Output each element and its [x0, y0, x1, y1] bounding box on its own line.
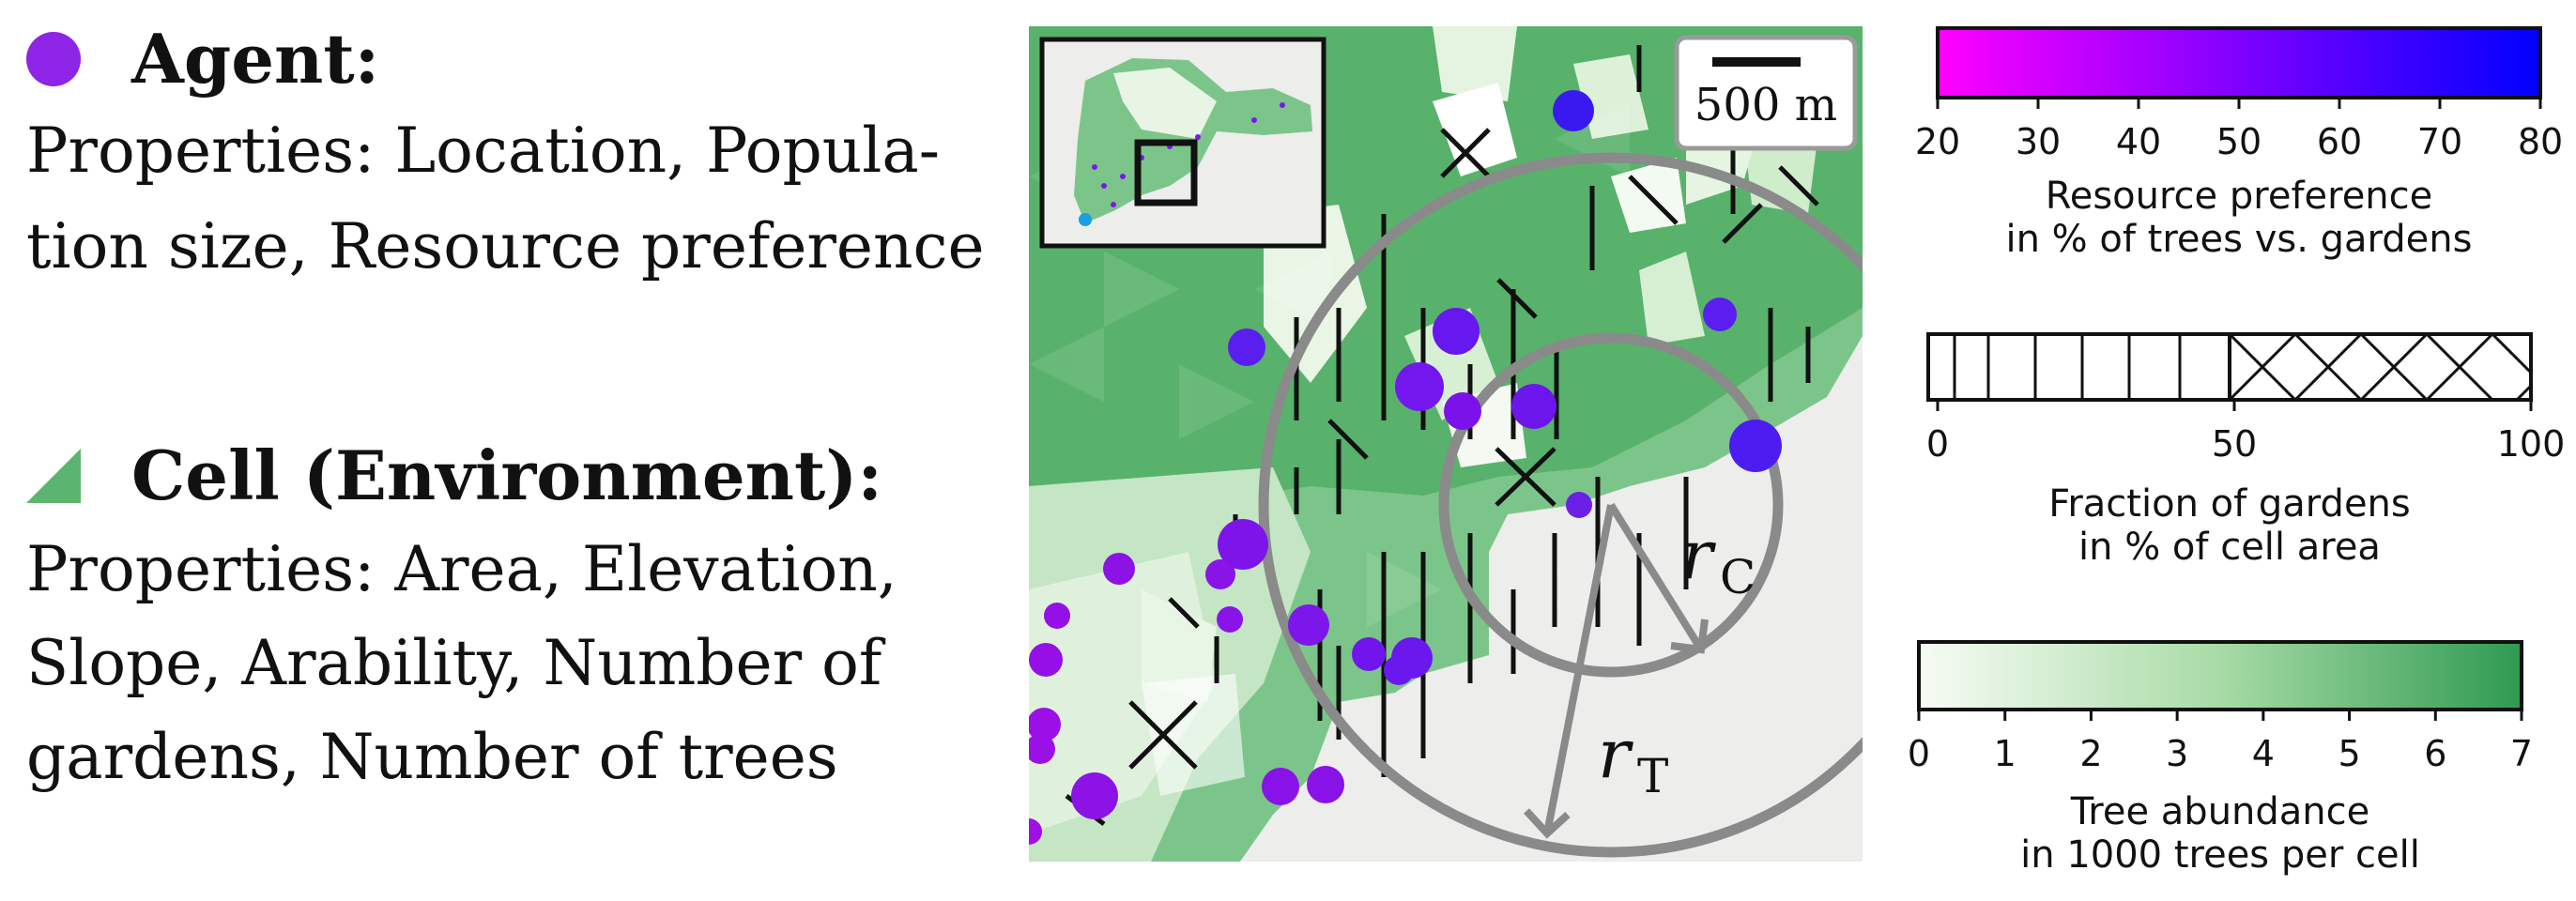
- agent-marker-icon: [26, 32, 81, 86]
- agent-properties-line-1: Properties: Location, Popula-: [26, 115, 941, 187]
- tree-label-1: Tree abundance: [2070, 790, 2370, 833]
- garden-ticks: 0 50 100: [1926, 400, 2565, 465]
- cell-title: Cell (Environment):: [131, 435, 882, 515]
- garden-fraction-legend: 0 50 100 Fraction of gardens in % of cell …: [1926, 332, 2565, 569]
- tick-label: 80: [2518, 121, 2563, 162]
- garden-bar-hatch: [1953, 332, 2533, 402]
- agents: [1029, 90, 1782, 845]
- cell-properties-line-3: gardens, Number of trees: [26, 721, 838, 793]
- environment-map: 500 m r C r T: [1029, 26, 1863, 862]
- scale-bar-label: 500 m: [1694, 79, 1837, 131]
- tree-colorbar: [1917, 640, 2523, 711]
- resource-label-1: Resource preference: [2046, 175, 2433, 218]
- tick-label: 6: [2424, 733, 2446, 774]
- agent-title: Agent:: [131, 19, 380, 99]
- tree-label-2: in 1000 trees per cell: [2020, 833, 2420, 877]
- tick-label: 3: [2166, 733, 2188, 774]
- tick-label: 5: [2338, 733, 2360, 774]
- svg-text:r: r: [1680, 515, 1716, 594]
- tick-label: 0: [1926, 423, 1949, 465]
- svg-text:C: C: [1720, 550, 1756, 604]
- tree-abundance-legend: 0 1 2 3 4 5 6 7 Tree abundance in 1000 trees pe…: [1908, 640, 2533, 877]
- cell-marker-icon: [26, 449, 81, 503]
- tick-label: 70: [2417, 121, 2462, 162]
- tick-label: 50: [2212, 423, 2257, 465]
- tick-label: 2: [2079, 733, 2102, 774]
- tick-label: 1: [1994, 733, 2016, 774]
- tick-label: 50: [2216, 121, 2262, 162]
- overview-inset: [1039, 37, 1326, 249]
- tick-label: 30: [2016, 121, 2061, 162]
- cell-properties-line-2: Slope, Arability, Number of: [26, 627, 882, 699]
- radius-arrows: [1524, 502, 1709, 839]
- tick-label: 40: [2116, 121, 2161, 162]
- tick-label: 60: [2317, 121, 2362, 162]
- tree-ticks: 0 1 2 3 4 5 6 7: [1908, 710, 2533, 774]
- agent-properties-line-2: tion size, Resource preference: [26, 210, 985, 283]
- garden-label-2: in % of cell area: [2078, 526, 2381, 569]
- resource-colorbar: [1936, 26, 2542, 99]
- radius-tree-label: r T: [1598, 714, 1668, 803]
- tick-label: 100: [2497, 423, 2566, 465]
- tick-label: 20: [1915, 121, 1960, 162]
- garden-label-1: Fraction of gardens: [2048, 482, 2411, 526]
- cell-properties-line-1: Properties: Area, Elevation,: [26, 533, 897, 605]
- resource-label-2: in % of trees vs. gardens: [2006, 218, 2473, 261]
- tree-radius-ring: [1258, 152, 1863, 858]
- svg-text:r: r: [1598, 714, 1633, 793]
- description-panel: Agent: Properties: Location, Popula- tio…: [0, 0, 1014, 896]
- tick-label: 7: [2510, 733, 2533, 774]
- legend-panel: 20 30 40 50 60 70 80 Resource preference in % …: [1878, 0, 2576, 896]
- resource-ticks: 20 30 40 50 60 70 80: [1915, 98, 2563, 162]
- map-canvas: 500 m r C r T: [1029, 26, 1863, 862]
- svg-text:T: T: [1637, 749, 1668, 803]
- radius-core-label: r C: [1680, 515, 1756, 604]
- scale-bar: 500 m: [1674, 35, 1858, 151]
- resource-preference-legend: 20 30 40 50 60 70 80 Resource preference in % …: [1915, 26, 2563, 261]
- tick-label: 4: [2252, 733, 2275, 774]
- core-radius-ring: [1438, 332, 1784, 678]
- tick-label: 0: [1908, 733, 1930, 774]
